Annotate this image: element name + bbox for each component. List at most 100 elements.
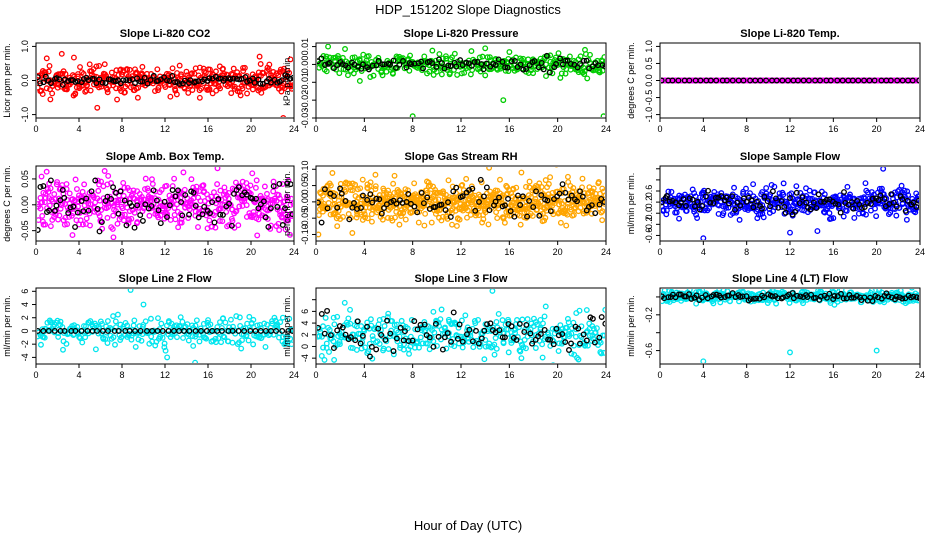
data-point: [915, 197, 919, 204]
data-point: [899, 196, 906, 203]
data-point: [526, 197, 533, 204]
data-point: [808, 291, 815, 298]
data-point: [420, 65, 426, 72]
data-point: [345, 72, 351, 79]
data-point: [864, 189, 871, 196]
data-point: [665, 294, 672, 301]
y-tick-label: 4: [300, 321, 310, 326]
data-point: [716, 289, 723, 292]
y-tick-label: 0.01: [300, 38, 310, 56]
data-point: [511, 213, 518, 220]
data-point: [454, 71, 461, 78]
data-point: [495, 310, 502, 317]
data-point: [448, 341, 455, 348]
outlier-point: [280, 115, 287, 117]
data-point: [596, 334, 603, 341]
data-point: [598, 350, 605, 357]
data-point: [515, 324, 522, 331]
data-point: [505, 195, 511, 202]
data-point: [694, 198, 701, 205]
data-point: [541, 326, 548, 333]
outlier-point: [94, 104, 101, 111]
data-point: [567, 60, 574, 67]
data-point: [113, 85, 120, 92]
data-point: [54, 317, 61, 324]
data-point: [390, 351, 397, 358]
data-point: [586, 332, 593, 339]
data-point: [47, 177, 54, 184]
data-point: [265, 223, 272, 230]
data-point: [692, 203, 698, 210]
data-point: [445, 333, 452, 340]
data-point: [381, 205, 387, 211]
data-point: [826, 290, 833, 297]
data-point: [218, 339, 225, 346]
data-point: [596, 201, 603, 208]
y-tick-label: -0.05: [20, 220, 30, 241]
data-point: [192, 322, 199, 329]
data-point: [431, 329, 438, 336]
data-point: [792, 209, 799, 215]
data-point: [532, 345, 539, 351]
data-point: [533, 188, 539, 195]
data-point: [276, 195, 283, 202]
data-point: [228, 222, 235, 229]
data-point: [39, 91, 46, 98]
data-point: [40, 183, 47, 189]
data-point: [485, 221, 492, 228]
data-point: [832, 200, 839, 207]
data-point: [577, 340, 583, 347]
data-point: [98, 178, 105, 185]
data-point: [338, 190, 345, 197]
data-point: [375, 54, 382, 61]
data-point: [508, 323, 515, 330]
data-point: [157, 220, 164, 227]
data-point: [336, 341, 343, 348]
y-tick-label: -0.6: [644, 343, 654, 359]
data-point: [330, 345, 337, 352]
outlier-point: [600, 113, 605, 117]
data-point: [597, 339, 604, 346]
data-point: [135, 336, 142, 343]
data-point: [266, 61, 273, 68]
data-point: [359, 176, 366, 183]
y-tick-label: 6: [300, 309, 310, 314]
data-point: [379, 61, 386, 68]
data-point: [689, 196, 696, 203]
data-point: [287, 231, 293, 238]
data-point: [861, 77, 868, 84]
data-point: [79, 339, 86, 346]
y-tick-label: 0.2: [644, 196, 654, 209]
data-point: [317, 199, 321, 206]
data-point: [290, 200, 293, 207]
data-point: [890, 199, 897, 206]
x-tick-label: 24: [289, 370, 299, 380]
data-point: [384, 317, 391, 324]
data-point: [327, 182, 334, 189]
data-point: [126, 77, 133, 84]
data-point: [855, 77, 862, 84]
data-point: [72, 176, 79, 183]
data-point: [37, 183, 44, 190]
data-point: [278, 213, 285, 220]
data-point: [379, 216, 386, 223]
x-tick-label: 24: [601, 247, 611, 257]
data-point: [334, 204, 341, 211]
outlier-point: [325, 44, 332, 50]
data-point: [94, 328, 100, 334]
data-point: [820, 77, 827, 84]
data-point: [504, 64, 511, 71]
data-point: [430, 308, 437, 315]
data-point: [564, 57, 571, 64]
data-point: [93, 80, 100, 87]
data-point: [135, 84, 142, 91]
x-tick-label: 20: [553, 370, 563, 380]
data-point: [352, 337, 359, 344]
data-point: [79, 221, 86, 228]
data-point: [110, 234, 117, 240]
points-sample_flow: [661, 167, 919, 240]
data-point: [580, 331, 587, 338]
data-point: [114, 96, 121, 103]
data-point: [281, 198, 288, 205]
